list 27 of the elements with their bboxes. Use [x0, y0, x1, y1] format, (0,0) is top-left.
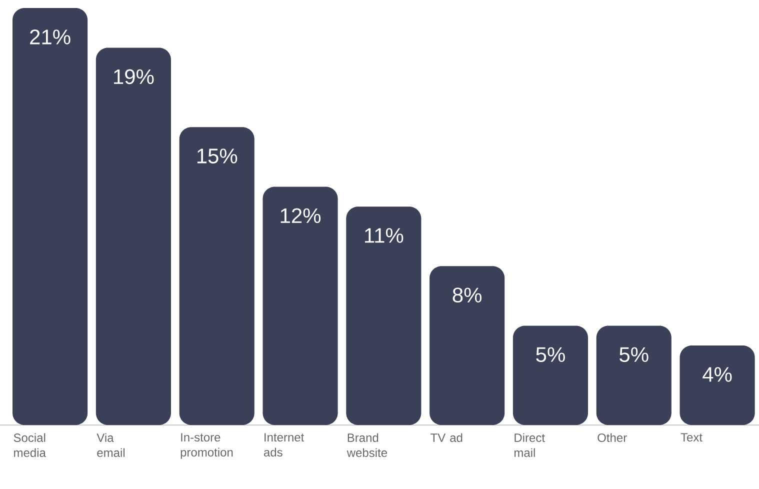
x-tick-label: Via email — [96, 433, 125, 457]
bar — [512, 326, 588, 425]
data-label: 4% — [702, 367, 732, 382]
data-label: 5% — [536, 347, 565, 362]
bar — [96, 48, 171, 425]
data-label: 12% — [280, 208, 321, 224]
x-tick-label: Brand website — [346, 433, 388, 457]
x-tick-label: TV ad — [430, 433, 462, 442]
x-tick-label: Internet ads — [264, 433, 304, 457]
x-tick-label: Text — [680, 433, 702, 442]
bar — [179, 127, 254, 425]
x-tick-label: Other — [598, 433, 627, 442]
x-tick-label: In-store promotion — [180, 433, 233, 459]
bar — [12, 8, 88, 425]
x-tick-label: Social media — [14, 433, 46, 457]
bar — [430, 266, 505, 425]
data-label: 19% — [114, 69, 154, 84]
data-label: 15% — [197, 148, 238, 164]
data-label: 11% — [365, 228, 404, 243]
bar — [680, 346, 755, 425]
bar — [596, 326, 672, 425]
bar — [346, 206, 422, 425]
data-label: 5% — [620, 347, 648, 362]
x-tick-label: Direct mail — [514, 433, 545, 457]
bar — [262, 186, 338, 425]
data-label: 8% — [452, 288, 482, 303]
data-label: 21% — [30, 30, 70, 44]
